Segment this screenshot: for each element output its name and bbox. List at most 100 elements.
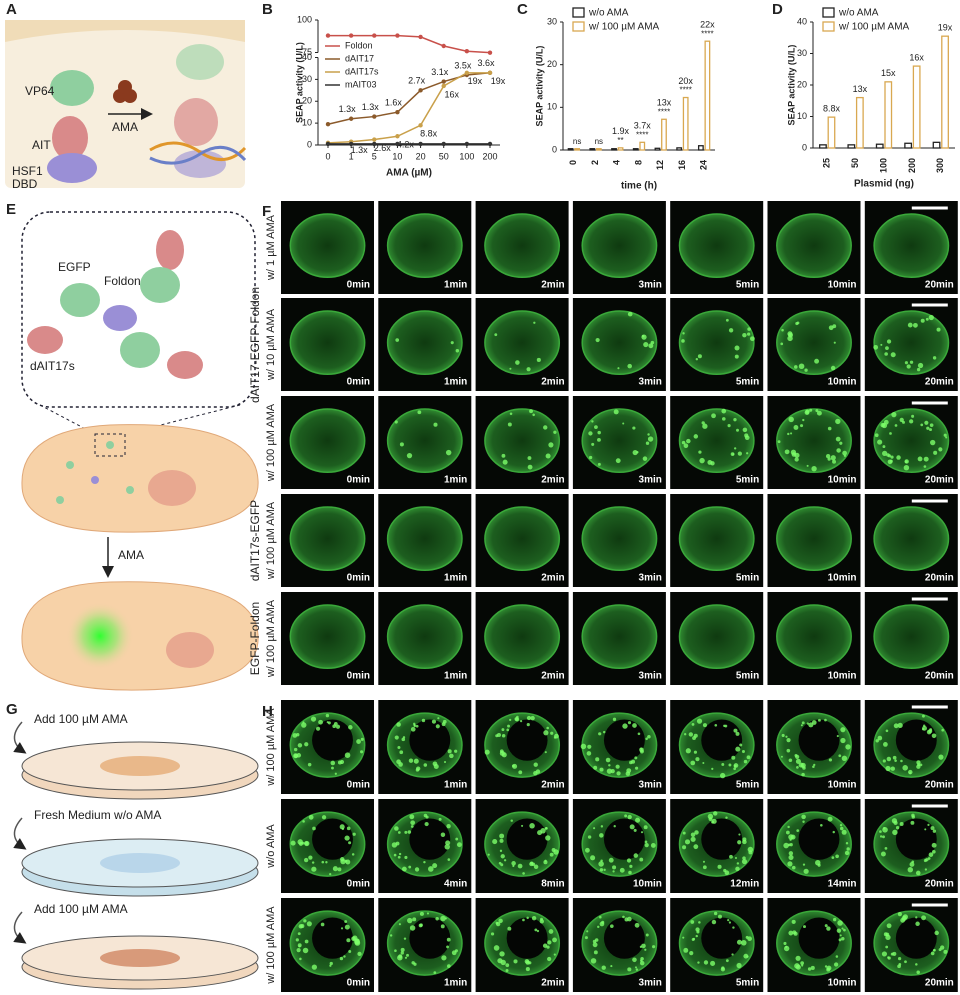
punctum: [845, 744, 851, 750]
nucleus: [798, 719, 840, 761]
punctum: [445, 449, 452, 456]
time-label: 5min: [736, 377, 759, 388]
point: [348, 33, 354, 38]
punctum: [509, 367, 512, 370]
time-label: 1min: [444, 475, 467, 486]
bar: [574, 148, 581, 151]
punctum: [500, 863, 504, 867]
x-tick-label: 50: [850, 158, 860, 168]
punctum: [788, 851, 794, 856]
punctum: [916, 764, 921, 769]
punctum: [820, 823, 823, 827]
x-axis-title: Plasmid (ng): [854, 179, 914, 190]
nucleus: [409, 917, 451, 959]
punctum: [787, 825, 790, 829]
bar: [819, 144, 827, 149]
nucleus: [506, 818, 548, 860]
punctum: [586, 930, 589, 933]
punctum: [893, 723, 899, 729]
punctum: [440, 915, 446, 922]
punctum: [437, 717, 440, 720]
punctum: [645, 933, 649, 937]
punctum: [451, 950, 457, 956]
punctum: [725, 816, 728, 819]
punctum: [934, 930, 939, 936]
punctum: [721, 408, 727, 414]
legend-label: w/ 100 µM AMA: [838, 22, 910, 33]
punctum: [320, 922, 325, 927]
punctum: [297, 932, 301, 936]
point: [418, 123, 423, 128]
label: AMA: [112, 120, 138, 134]
point: [395, 33, 400, 38]
punctum: [311, 964, 318, 970]
time-label: 0min: [347, 879, 370, 890]
punctum: [599, 833, 604, 838]
punctum: [733, 728, 738, 733]
punctum: [890, 352, 896, 358]
punctum: [617, 367, 620, 370]
punctum: [533, 770, 538, 776]
punctum: [886, 339, 892, 344]
punctum: [639, 945, 643, 948]
punctum: [746, 755, 751, 760]
punctum: [897, 957, 902, 961]
punctum: [711, 919, 717, 925]
punctum: [433, 422, 438, 427]
punctum: [736, 939, 742, 945]
bar: [932, 141, 941, 149]
punctum: [839, 934, 842, 937]
punctum: [297, 743, 303, 748]
punctum: [684, 733, 687, 736]
punctum: [397, 746, 401, 750]
punctum: [344, 920, 348, 924]
punctum: [601, 965, 606, 970]
punctum: [507, 422, 512, 427]
punctum: [932, 829, 937, 833]
punctum: [783, 842, 789, 849]
punctum: [802, 766, 806, 770]
point: [487, 141, 493, 147]
punctum: [634, 922, 640, 928]
fold-label: 8.8x: [823, 104, 841, 114]
significance: ****: [636, 130, 648, 139]
y-tick-label: 75: [302, 47, 312, 57]
punctum: [527, 456, 532, 460]
punctum: [512, 864, 515, 868]
punctum: [911, 815, 915, 819]
time-label: 1min: [444, 978, 467, 989]
punctum: [413, 723, 416, 727]
punctum: [698, 450, 702, 454]
time-label: 2min: [541, 377, 564, 388]
punctum: [643, 825, 648, 830]
punctum: [742, 839, 747, 845]
punctum: [645, 737, 648, 741]
punctum: [444, 844, 450, 850]
punctum: [711, 820, 715, 824]
point: [418, 141, 423, 147]
punctum: [806, 722, 810, 725]
punctum: [505, 968, 509, 972]
punctum: [923, 465, 927, 468]
punctum: [307, 762, 312, 767]
punctum: [927, 823, 930, 826]
point: [418, 34, 423, 40]
punctum: [725, 318, 729, 322]
punctum: [408, 865, 412, 869]
punctum: [723, 724, 726, 728]
punctum: [526, 916, 529, 920]
punctum: [895, 826, 900, 830]
fold-label: 19x: [468, 76, 483, 86]
bar: [611, 148, 617, 151]
time-label: 0min: [347, 978, 370, 989]
punctum: [340, 927, 344, 930]
cell: [386, 604, 463, 670]
nucleus: [603, 917, 645, 959]
cell: [484, 213, 561, 279]
punctum: [836, 448, 841, 453]
time-label: 10min: [828, 475, 857, 486]
punctum: [304, 939, 309, 944]
punctum: [901, 915, 907, 921]
legend-label: dAIT17s: [345, 66, 379, 76]
punctum: [930, 826, 935, 831]
